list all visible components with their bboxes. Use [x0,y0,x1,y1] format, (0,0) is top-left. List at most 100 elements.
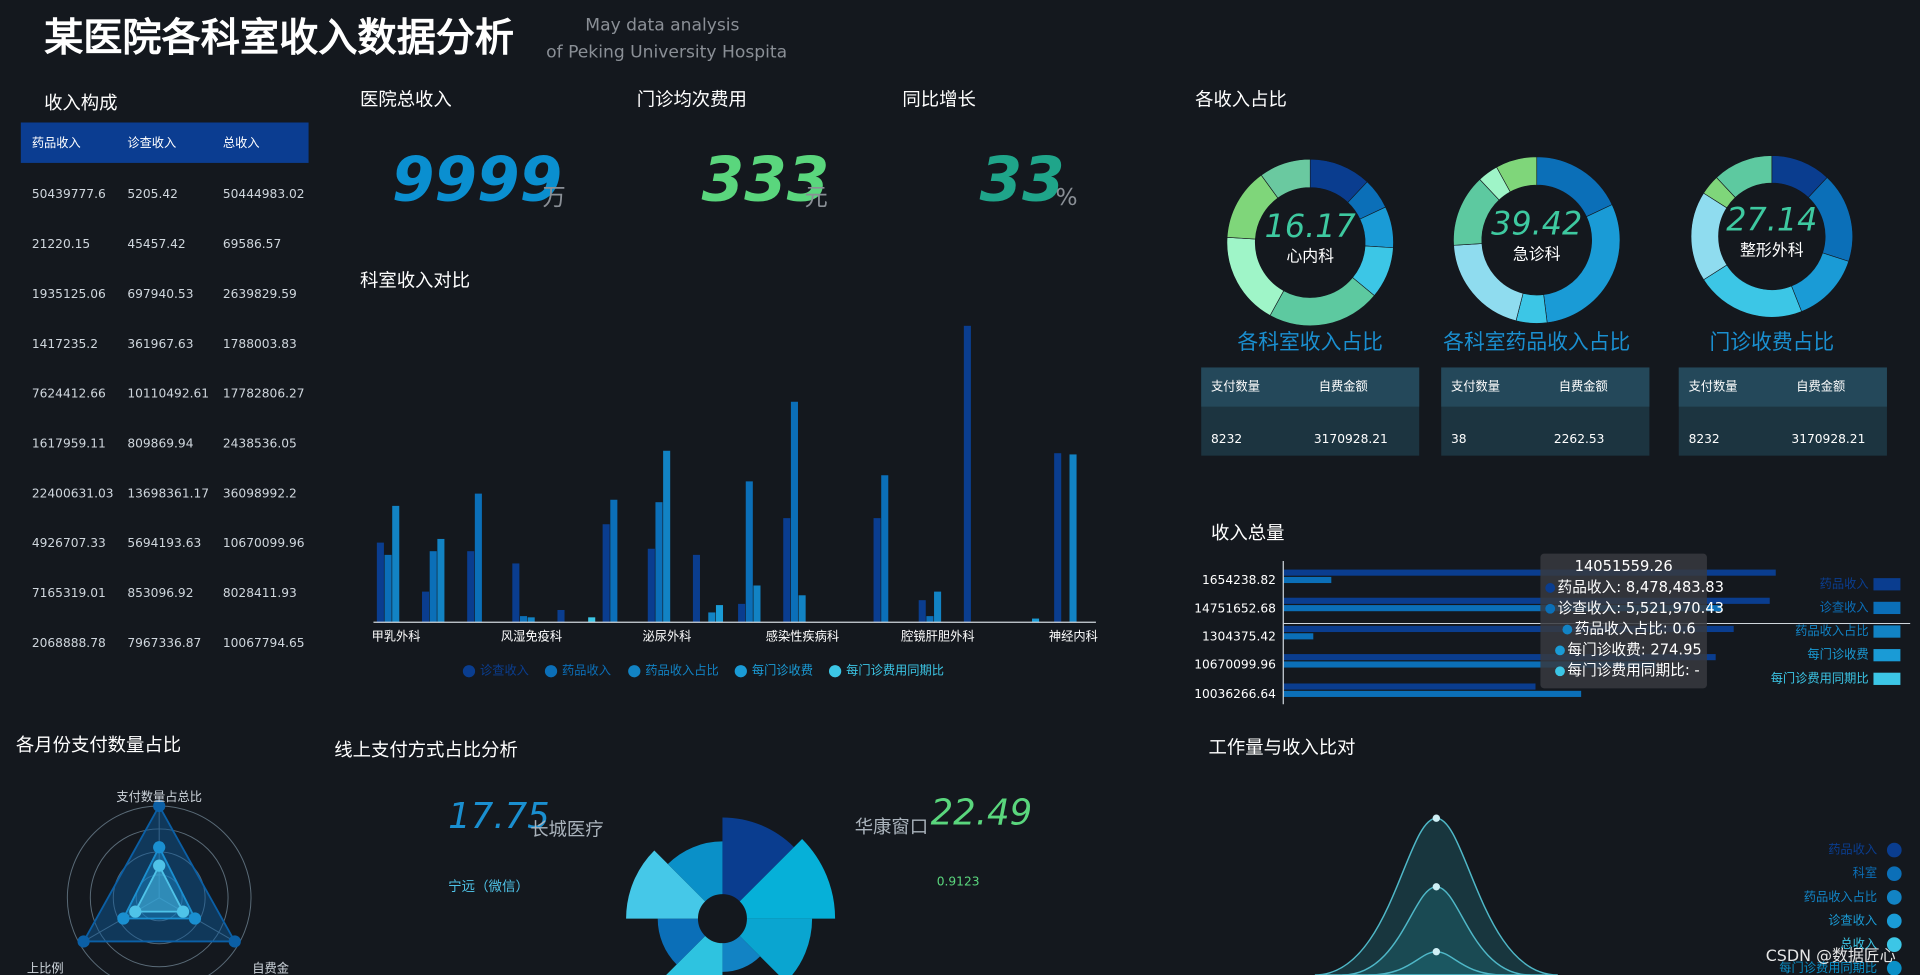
pay-value: 17.75 [448,796,550,837]
y-tick-label: 10036266.64 [1194,687,1276,701]
table-cell: 22400631.03 [32,486,114,500]
table-cell: 3170928.21 [1791,432,1865,446]
tooltip-dot [1545,603,1556,614]
tooltip-line: 药品收入: 8,478,483.83 [1558,579,1724,596]
y-tick-label: 14751652.68 [1194,601,1276,615]
tooltip-line: 药品收入占比: 0.6 [1575,621,1696,638]
table-cell: 13698361.17 [127,486,209,500]
table-cell: 21220.15 [32,237,90,251]
pay-label: 华康窗口 [855,817,928,838]
bar [392,505,400,623]
table-cell: 10067794.65 [223,636,305,650]
legend-label: 药品收入占比 [1804,889,1877,904]
x-tick-label: 风湿免疫科 [501,628,562,643]
y-tick-label: 10670099.96 [1194,658,1276,672]
tooltip-dot [1545,583,1556,593]
bar [519,616,528,623]
column-header: 总收入 [223,136,260,150]
table-cell: 361967.63 [127,337,193,351]
bar [474,493,482,623]
table-cell: 853096.92 [127,586,193,600]
bar [926,616,934,623]
table-cell: 38 [1451,432,1467,446]
donut-value: 16.17 [1265,207,1356,245]
donut-label: 整形外科 [1740,241,1804,260]
radar-indicator: 上比例 [27,961,64,975]
column-header: 诊查收入 [127,136,176,150]
table-cell: 2639829.59 [223,287,297,301]
bar [602,524,610,623]
section-title: 各月份支付数量占比 [16,735,181,756]
x-tick-label: 腔镜肝胆外科 [901,628,974,643]
bar [1283,690,1582,697]
donut-caption: 各科室药品收入占比 [1443,330,1630,354]
bar [745,481,753,623]
bar [1283,654,1716,661]
column-header: 自费金额 [1796,379,1845,394]
column-header: 药品收入 [32,136,81,150]
table-cell: 36098992.2 [223,486,297,500]
x-tick-label: 神经内科 [1049,629,1098,643]
table-cell: 1417235.2 [32,337,98,351]
y-tick-label: 1304375.42 [1202,629,1276,643]
legend-swatch [1873,578,1901,591]
table-cell: 2262.53 [1554,432,1605,446]
column-header: 自费金额 [1319,379,1368,394]
legend-label: 每门诊费用同期比 [846,663,944,678]
kpi-label: 同比增长 [902,89,975,110]
rose-segment [666,935,723,975]
table-cell: 2068888.78 [32,636,106,650]
rose-segment [722,817,794,902]
pay-value: 22.49 [931,793,1033,834]
legend-label: 药品收入 [1820,577,1869,591]
table-cell: 50439777.6 [32,187,106,201]
legend-swatch [1873,672,1901,685]
table-cell: 1788003.83 [223,337,297,351]
bar [1283,569,1776,576]
legend-swatch [1873,649,1901,662]
watermark: CSDN @数据匠心 [1766,946,1896,965]
rose-segment [739,918,813,975]
legend-swatch [1886,866,1902,882]
rose-segment [626,850,706,919]
donut-label: 心内科 [1286,247,1334,266]
legend-label: 科室 [1853,865,1877,880]
table-cell: 1617959.11 [32,437,106,451]
kpi-label: 门诊均次费用 [637,89,747,110]
radar-point [153,841,166,854]
legend-swatch [544,665,558,678]
legend-swatch [462,665,476,678]
legend-label: 诊查收入 [480,664,529,678]
x-tick-label: 感染性疾病科 [766,628,839,643]
column-header: 自费金额 [1559,379,1608,394]
tooltip-title: 14051559.26 [1575,558,1673,575]
table-cell: 3170928.21 [1314,432,1388,446]
mountain-point [1432,814,1440,822]
radar-point [117,912,130,925]
table-cell: 7624412.66 [32,387,106,401]
kpi-unit: % [1056,184,1078,211]
bar [512,563,520,623]
legend-label: 药品收入占比 [645,663,718,678]
bar [753,585,761,623]
bar [1283,661,1656,668]
legend-swatch [1886,889,1902,905]
column-header: 支付数量 [1451,379,1500,394]
bar [934,591,942,623]
legend-label: 诊查收入 [1828,913,1877,927]
bar [663,450,671,623]
radar-area [82,804,237,943]
radar-indicator: 自费金 [252,960,289,975]
radar-point [77,935,90,948]
legend-label: 每门诊收费 [752,663,813,678]
legend-label: 药品收入占比 [1795,623,1868,638]
donut-segment [1260,158,1311,199]
bar [422,591,430,623]
kpi-unit: 元 [804,184,827,211]
section-title: 各收入占比 [1195,89,1287,110]
bar [1032,618,1040,623]
rose-segment [722,935,761,972]
bar [692,554,700,623]
bar [1283,576,1332,584]
